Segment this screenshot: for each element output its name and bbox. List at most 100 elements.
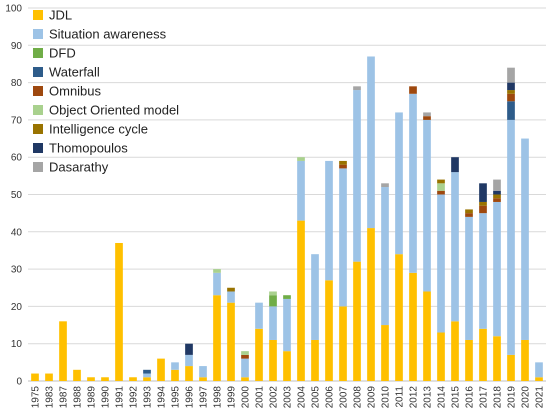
x-tick-label: 1993 xyxy=(143,386,154,409)
x-tick-label: 1994 xyxy=(157,386,168,409)
bar-segment-situation-awareness xyxy=(367,56,375,229)
bar-segment-jdl xyxy=(171,369,179,381)
bar-segment-dasarathy xyxy=(353,86,361,91)
bar-segment-jdl xyxy=(409,272,417,381)
y-axis: 0 10 20 30 40 50 60 70 80 90 100 xyxy=(5,4,22,388)
bar-segment-situation-awareness xyxy=(493,201,501,337)
bar-segment-jdl xyxy=(45,373,53,381)
y-tick-label: 60 xyxy=(11,153,23,164)
bar-segment-object-oriented-model xyxy=(297,157,305,161)
legend-label: Omnibus xyxy=(49,84,102,99)
bar-segment-situation-awareness xyxy=(311,254,319,340)
bar-segment-object-oriented-model xyxy=(437,183,445,191)
bar-segment-jdl xyxy=(143,377,151,381)
x-tick-label: 2001 xyxy=(255,386,266,409)
bar-segment-dasarathy xyxy=(493,179,501,191)
x-tick-label: 2008 xyxy=(353,386,364,409)
gridlines xyxy=(28,7,546,382)
bar-segment-situation-awareness xyxy=(325,160,333,281)
x-tick-label: 1987 xyxy=(59,386,70,409)
bar-segment-thomopoulos xyxy=(185,343,193,355)
legend: JDL Situation awareness DFD Waterfall Omnibu… xyxy=(33,8,179,175)
x-tick-label: 2007 xyxy=(339,386,350,409)
bar-segment-situation-awareness xyxy=(395,112,403,255)
bar-segment-jdl xyxy=(437,332,445,381)
x-tick-label: 2004 xyxy=(297,386,308,409)
x-tick-label: 2015 xyxy=(451,386,462,409)
x-tick-label: 2016 xyxy=(465,386,476,409)
bar-segment-intelligence-cycle xyxy=(507,90,515,94)
bar-segment-intelligence-cycle xyxy=(227,287,235,292)
x-tick-label: 2005 xyxy=(311,386,322,409)
bar-segment-situation-awareness xyxy=(521,138,529,340)
legend-swatch xyxy=(33,10,43,20)
bar-segment-intelligence-cycle xyxy=(437,179,445,184)
bar-segment-situation-awareness xyxy=(465,216,473,340)
x-tick-label: 2014 xyxy=(437,386,448,409)
bar-segment-jdl xyxy=(353,261,361,381)
bars xyxy=(31,56,543,381)
x-tick-label: 2021 xyxy=(535,386,546,409)
bar-segment-jdl xyxy=(297,220,305,381)
x-tick-label: 1996 xyxy=(185,386,196,409)
bar-segment-jdl xyxy=(535,377,543,381)
bar-segment-jdl xyxy=(227,302,235,381)
x-tick-label: 1995 xyxy=(171,386,182,409)
bar-segment-omnibus xyxy=(493,198,501,202)
x-tick-label: 2003 xyxy=(283,386,294,409)
bar-segment-jdl xyxy=(507,354,515,381)
bar-segment-jdl xyxy=(283,351,291,381)
x-tick-label: 1989 xyxy=(87,386,98,409)
bar-segment-jdl xyxy=(199,377,207,381)
bar-segment-situation-awareness xyxy=(479,213,487,329)
bar-segment-intelligence-cycle xyxy=(493,194,501,199)
bar-segment-jdl xyxy=(423,291,431,381)
x-tick-label: 1998 xyxy=(213,386,224,409)
legend-label: Thomopoulos xyxy=(49,141,128,156)
bar-segment-situation-awareness xyxy=(437,194,445,333)
bar-segment-situation-awareness xyxy=(423,119,431,292)
y-tick-label: 30 xyxy=(11,265,23,276)
bar-segment-situation-awareness xyxy=(199,366,207,378)
legend-swatch xyxy=(33,124,43,134)
bar-segment-jdl xyxy=(325,280,333,381)
bar-segment-situation-awareness xyxy=(213,272,221,296)
bar-segment-situation-awareness xyxy=(297,160,305,221)
y-tick-label: 90 xyxy=(11,41,23,52)
bar-segment-jdl xyxy=(269,339,277,381)
legend-label: JDL xyxy=(49,8,72,23)
bar-segment-situation-awareness xyxy=(409,93,417,273)
bar-segment-situation-awareness xyxy=(241,358,249,378)
bar-segment-thomopoulos xyxy=(507,82,515,91)
x-tick-label: 2019 xyxy=(507,386,518,409)
bar-segment-waterfall xyxy=(143,369,151,374)
x-tick-label: 2020 xyxy=(521,386,532,409)
bar-segment-dasarathy xyxy=(423,112,431,117)
legend-label: Dasarathy xyxy=(49,160,109,175)
bar-segment-situation-awareness xyxy=(255,302,263,329)
bar-segment-situation-awareness xyxy=(227,291,235,303)
bar-segment-jdl xyxy=(59,321,67,381)
x-tick-label: 1975 xyxy=(31,386,42,409)
bar-segment-thomopoulos xyxy=(493,190,501,195)
x-tick-label: 2002 xyxy=(269,386,280,409)
bar-segment-omnibus xyxy=(241,354,249,359)
bar-segment-omnibus xyxy=(507,93,515,102)
bar-segment-omnibus xyxy=(339,164,347,169)
x-tick-label: 1991 xyxy=(115,386,126,409)
bar-segment-object-oriented-model xyxy=(213,269,221,273)
y-tick-label: 10 xyxy=(11,339,23,350)
x-tick-label: 2010 xyxy=(381,386,392,409)
bar-segment-object-oriented-model xyxy=(269,291,277,296)
bar-segment-dasarathy xyxy=(507,67,515,83)
legend-label: Waterfall xyxy=(49,65,100,80)
bar-segment-jdl xyxy=(31,373,39,381)
bar-segment-situation-awareness xyxy=(507,119,515,355)
legend-label: Intelligence cycle xyxy=(49,122,148,137)
x-tick-label: 1988 xyxy=(73,386,84,409)
bar-segment-omnibus xyxy=(423,116,431,120)
bar-segment-jdl xyxy=(115,242,123,381)
y-tick-label: 20 xyxy=(11,302,23,313)
bar-segment-jdl xyxy=(185,366,193,381)
bar-segment-jdl xyxy=(339,306,347,381)
